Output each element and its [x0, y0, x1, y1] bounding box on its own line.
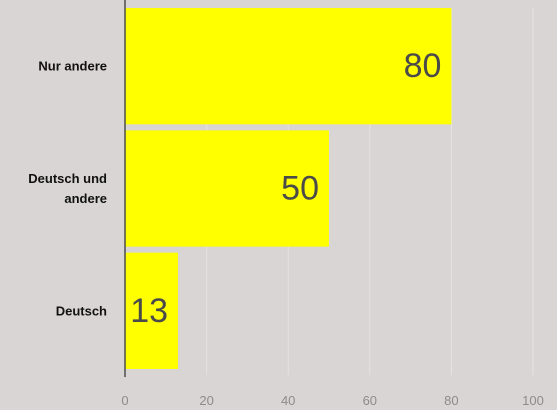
category-label: Nur andere	[38, 59, 107, 74]
bar-value-label: 80	[404, 47, 442, 85]
bar-value-label: 13	[130, 292, 168, 330]
bar	[125, 252, 179, 369]
category-label: Deutsch	[56, 303, 107, 318]
bars: 80 50 13	[125, 8, 452, 369]
x-tick-label: 80	[444, 393, 458, 408]
bar-value-label: 50	[281, 170, 319, 208]
x-tick-label: 40	[281, 393, 295, 408]
x-tick-label: 100	[522, 393, 544, 408]
category-label: andere	[64, 191, 107, 206]
x-tick-label: 60	[363, 393, 377, 408]
x-tick-label: 20	[199, 393, 213, 408]
category-label: Deutsch und	[28, 171, 107, 186]
bar	[125, 8, 452, 125]
category-labels: Nur andere Deutsch und andere Deutsch	[28, 59, 107, 319]
x-tick-labels: 0 20 40 60 80 100	[121, 393, 543, 408]
x-tick-label: 0	[121, 393, 128, 408]
bar	[125, 130, 329, 247]
